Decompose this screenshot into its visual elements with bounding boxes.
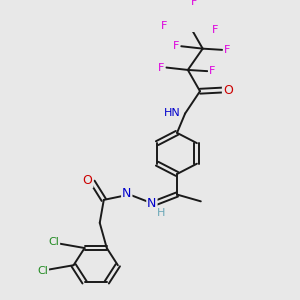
- Text: N: N: [122, 187, 131, 200]
- Text: HN: HN: [164, 109, 180, 118]
- Text: F: F: [161, 21, 167, 31]
- Text: F: F: [212, 25, 218, 35]
- Text: Cl: Cl: [37, 266, 48, 276]
- Text: F: F: [209, 66, 215, 76]
- Text: N: N: [147, 197, 157, 210]
- Text: Cl: Cl: [48, 238, 59, 248]
- Text: O: O: [82, 174, 92, 187]
- Text: H: H: [157, 208, 165, 218]
- Text: F: F: [158, 62, 164, 73]
- Text: F: F: [224, 45, 230, 55]
- Text: F: F: [191, 0, 197, 8]
- Text: F: F: [173, 41, 179, 51]
- Text: O: O: [223, 83, 233, 97]
